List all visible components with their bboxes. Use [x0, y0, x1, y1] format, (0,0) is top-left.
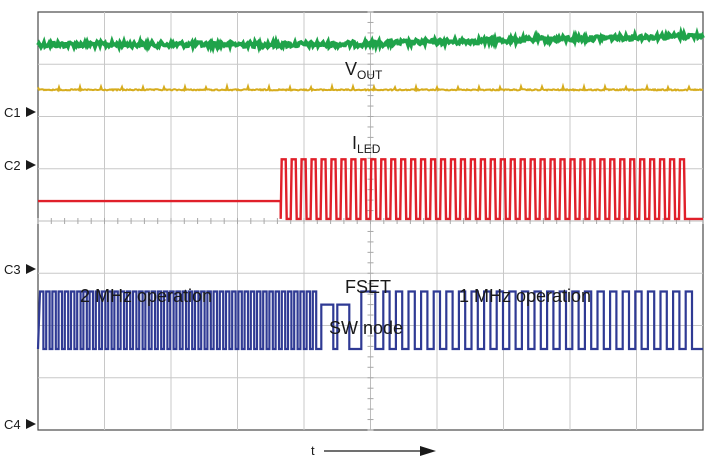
- svg-text:VOUT: VOUT: [345, 59, 383, 82]
- svg-text:C2: C2: [4, 158, 21, 173]
- svg-text:C1: C1: [4, 105, 21, 120]
- iled-label: ILED: [352, 133, 381, 156]
- svg-text:C3: C3: [4, 262, 21, 277]
- marker-c4: C4: [4, 417, 36, 432]
- annotation-2mhz: 2 MHz operation: [80, 286, 212, 306]
- marker-c3: C3: [4, 262, 36, 277]
- iled-trace: [37, 82, 704, 93]
- vout-trace: [36, 25, 705, 55]
- svg-text:ILED: ILED: [352, 133, 381, 156]
- time-arrow-icon: [324, 446, 436, 456]
- annotation-1mhz: 1 MHz operation: [459, 286, 591, 306]
- marker-c1: C1: [4, 105, 36, 120]
- sw-node-label: SW node: [329, 318, 403, 338]
- fset-label: FSET: [345, 277, 391, 297]
- traces: [36, 25, 705, 351]
- grid: [37, 11, 704, 431]
- svg-text:C4: C4: [4, 417, 21, 432]
- sw-node-trace: [36, 290, 703, 351]
- marker-c2: C2: [4, 158, 36, 173]
- vout-label: VOUT: [345, 59, 383, 82]
- fset-trace: [38, 158, 703, 221]
- time-axis-label: t: [311, 443, 315, 458]
